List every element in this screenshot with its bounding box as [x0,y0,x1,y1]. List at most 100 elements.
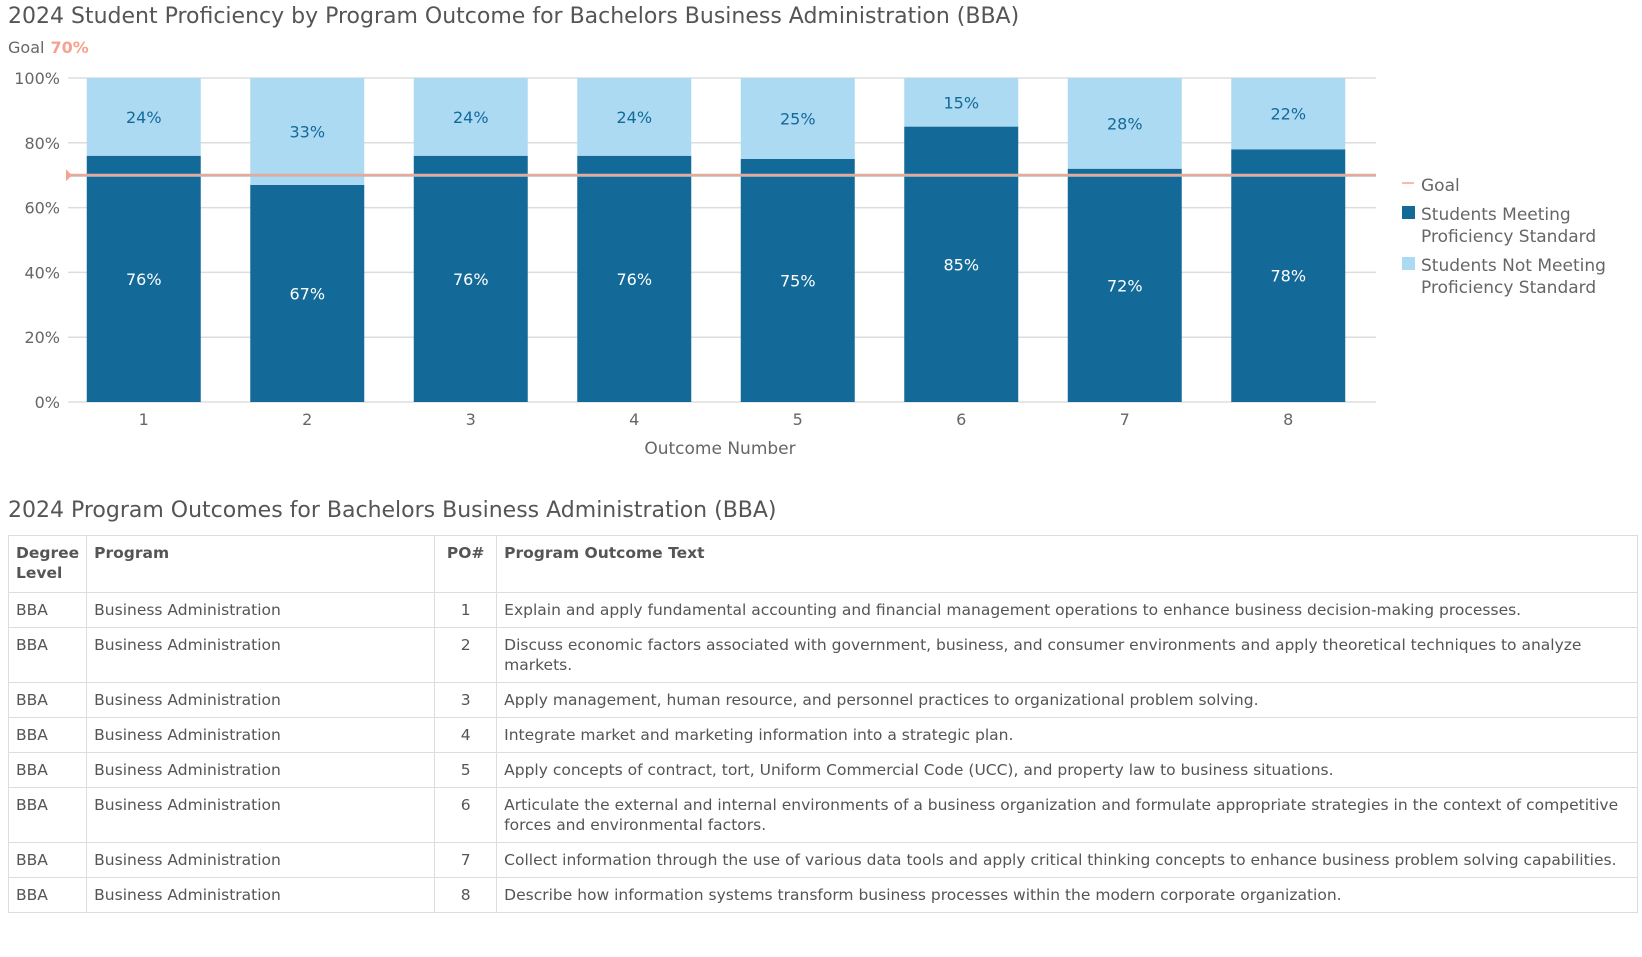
cell-program: Business Administration [86,682,436,718]
table-row: BBA Business Administration 2 Discuss econo… [7,627,1638,683]
y-tick-label: 0% [35,393,60,412]
bar-not-meeting [740,78,855,159]
y-tick-label: 40% [24,263,60,282]
table-row: BBA Business Administration 6 Articulate th… [7,787,1638,843]
data-label-not-meeting: 33% [289,122,325,141]
x-tick-label: 1 [139,410,149,429]
cell-outcome-text: Collect information through the use of v… [496,842,1638,878]
data-label-not-meeting: 22% [1270,105,1306,124]
legend-goal-label: Goal [1421,176,1460,196]
cell-outcome-text: Articulate the external and internal env… [496,787,1638,843]
bar-not-meeting [86,78,201,156]
cell-degree-level: BBA [7,877,88,913]
x-tick-label: 8 [1283,410,1293,429]
bar-not-meeting [250,78,365,185]
proficiency-chart: 0% 20% 40% 60% 80% 100% 76% 24% 1 67% 33% 2 76% 24% 3 7… [14,69,1606,459]
cell-outcome-text: Describe how information systems transfo… [496,877,1638,913]
x-tick-label: 3 [466,410,476,429]
cell-outcome-text: Discuss economic factors associated with… [496,627,1638,683]
cell-program: Business Administration [86,877,436,913]
cell-program: Business Administration [86,787,436,843]
x-tick-label: 5 [793,410,803,429]
x-axis-label: Outcome Number [644,439,795,459]
cell-degree-level: BBA [7,752,88,788]
cell-degree-level: BBA [7,627,88,683]
header-outcome-text: Program Outcome Text [496,535,1638,593]
bar-meeting [250,184,365,402]
table-row: BBA Business Administration 4 Integrate mar… [7,717,1638,753]
legend-meeting-swatch [1402,206,1415,219]
table-row: BBA Business Administration 8 Describe how … [7,877,1638,913]
cell-degree-level: BBA [7,787,88,843]
data-label-not-meeting: 25% [780,110,816,129]
cell-po-number: 6 [434,787,498,843]
bar-not-meeting [904,78,1019,127]
goal-marker-icon [66,169,72,182]
table-row: BBA Business Administration 3 Apply managem… [7,682,1638,718]
bar-not-meeting [413,78,528,156]
cell-program: Business Administration [86,627,436,683]
table-row: BBA Business Administration 5 Apply concept… [7,752,1638,788]
bar-meeting [413,155,528,402]
bar-meeting [904,126,1019,402]
bar-meeting [577,155,692,402]
data-label-not-meeting: 24% [616,108,652,127]
cell-po-number: 2 [434,627,498,683]
cell-po-number: 8 [434,877,498,913]
data-label-not-meeting: 24% [453,108,489,127]
y-tick-label: 80% [24,134,60,153]
x-tick-label: 4 [629,410,639,429]
cell-degree-level: BBA [7,682,88,718]
data-label-meeting: 85% [943,255,979,274]
x-tick-label: 2 [302,410,312,429]
data-label-not-meeting: 15% [943,93,979,112]
y-tick-label: 60% [24,199,60,218]
goal-indicator: Goal 70% [8,38,89,57]
data-label-not-meeting: 24% [126,108,162,127]
cell-po-number: 4 [434,717,498,753]
legend-not-meeting-swatch [1402,257,1415,270]
table-header-row: Degree Level Program PO# Program Outcome… [7,535,1638,593]
cell-program: Business Administration [86,842,436,878]
legend-meeting-label: Students Meeting Proficiency Standard [1421,205,1596,247]
outcomes-table: Degree Level Program PO# Program Outcome… [7,535,1638,913]
bar-not-meeting [577,78,692,156]
cell-outcome-text: Integrate market and marketing informati… [496,717,1638,753]
header-po-number: PO# [434,535,498,593]
bar-not-meeting [1067,78,1182,169]
x-tick-label: 6 [956,410,966,429]
table-row: BBA Business Administration 7 Collect infor… [7,842,1638,878]
cell-program: Business Administration [86,592,436,628]
cell-outcome-text: Apply concepts of contract, tort, Unifor… [496,752,1638,788]
table-title: 2024 Program Outcomes for Bachelors Busi… [8,498,777,523]
cell-degree-level: BBA [7,842,88,878]
cell-po-number: 3 [434,682,498,718]
data-label-not-meeting: 28% [1107,114,1143,133]
data-label-meeting: 72% [1107,276,1143,295]
cell-po-number: 7 [434,842,498,878]
data-label-meeting: 67% [289,284,325,303]
legend-not-meeting-label: Students Not Meeting Proficiency Standard [1421,256,1606,298]
chart-title: 2024 Student Proficiency by Program Outc… [8,4,1020,29]
goal-label: Goal [8,38,45,57]
bar-meeting [86,155,201,402]
cell-degree-level: BBA [7,717,88,753]
header-degree-level: Degree Level [7,535,88,593]
cell-program: Business Administration [86,717,436,753]
x-tick-label: 7 [1120,410,1130,429]
table-row: BBA Business Administration 1 Explain and a… [7,592,1638,628]
bar-meeting [740,159,855,402]
cell-po-number: 5 [434,752,498,788]
data-label-meeting: 76% [453,270,489,289]
cell-po-number: 1 [434,592,498,628]
cell-program: Business Administration [86,752,436,788]
y-tick-label: 100% [14,69,60,88]
y-tick-label: 20% [24,328,60,347]
data-label-meeting: 75% [780,272,816,291]
cell-outcome-text: Explain and apply fundamental accounting… [496,592,1638,628]
cell-outcome-text: Apply management, human resource, and pe… [496,682,1638,718]
data-label-meeting: 76% [126,270,162,289]
data-label-meeting: 78% [1270,267,1306,286]
cell-degree-level: BBA [7,592,88,628]
header-program: Program [86,535,436,593]
